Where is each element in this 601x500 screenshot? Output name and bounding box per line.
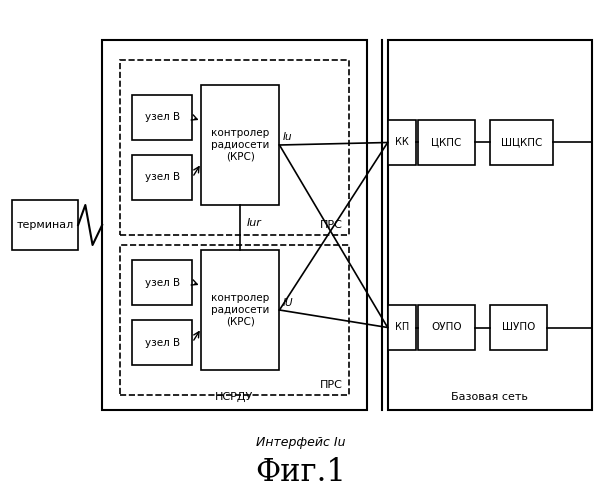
Text: ШУПО: ШУПО <box>502 322 535 332</box>
Text: терминал: терминал <box>16 220 74 230</box>
FancyBboxPatch shape <box>132 95 192 140</box>
FancyBboxPatch shape <box>132 260 192 305</box>
Text: ПРС: ПРС <box>320 380 343 390</box>
Text: Iur: Iur <box>246 218 261 228</box>
FancyBboxPatch shape <box>132 320 192 365</box>
Text: Интерфейс Iu: Интерфейс Iu <box>256 436 345 449</box>
Text: узел В: узел В <box>145 112 180 122</box>
Text: узел В: узел В <box>145 278 180 287</box>
Text: НСРДУ: НСРДУ <box>215 392 254 402</box>
FancyBboxPatch shape <box>388 40 592 410</box>
Text: КП: КП <box>395 322 409 332</box>
Text: контролер
радиосети
(КРС): контролер радиосети (КРС) <box>211 294 270 326</box>
Text: ШЦКПС: ШЦКПС <box>501 138 542 147</box>
Text: Iu: Iu <box>282 132 292 142</box>
FancyBboxPatch shape <box>12 200 78 250</box>
FancyBboxPatch shape <box>201 85 279 205</box>
FancyBboxPatch shape <box>388 120 416 165</box>
FancyBboxPatch shape <box>388 305 416 350</box>
FancyBboxPatch shape <box>120 60 349 235</box>
FancyBboxPatch shape <box>120 245 349 395</box>
FancyBboxPatch shape <box>490 120 553 165</box>
Text: контролер
радиосети
(КРС): контролер радиосети (КРС) <box>211 128 270 162</box>
Text: узел В: узел В <box>145 172 180 182</box>
Text: узел В: узел В <box>145 338 180 347</box>
Text: ЦКПС: ЦКПС <box>431 138 462 147</box>
FancyBboxPatch shape <box>102 40 367 410</box>
Text: IU: IU <box>282 298 293 308</box>
FancyBboxPatch shape <box>132 155 192 200</box>
FancyBboxPatch shape <box>201 250 279 370</box>
FancyBboxPatch shape <box>418 305 475 350</box>
Text: ПРС: ПРС <box>320 220 343 230</box>
FancyBboxPatch shape <box>490 305 547 350</box>
FancyBboxPatch shape <box>418 120 475 165</box>
Text: Фиг.1: Фиг.1 <box>255 457 346 488</box>
Text: Базовая сеть: Базовая сеть <box>451 392 528 402</box>
Text: ОУПО: ОУПО <box>431 322 462 332</box>
Text: КК: КК <box>395 138 409 147</box>
